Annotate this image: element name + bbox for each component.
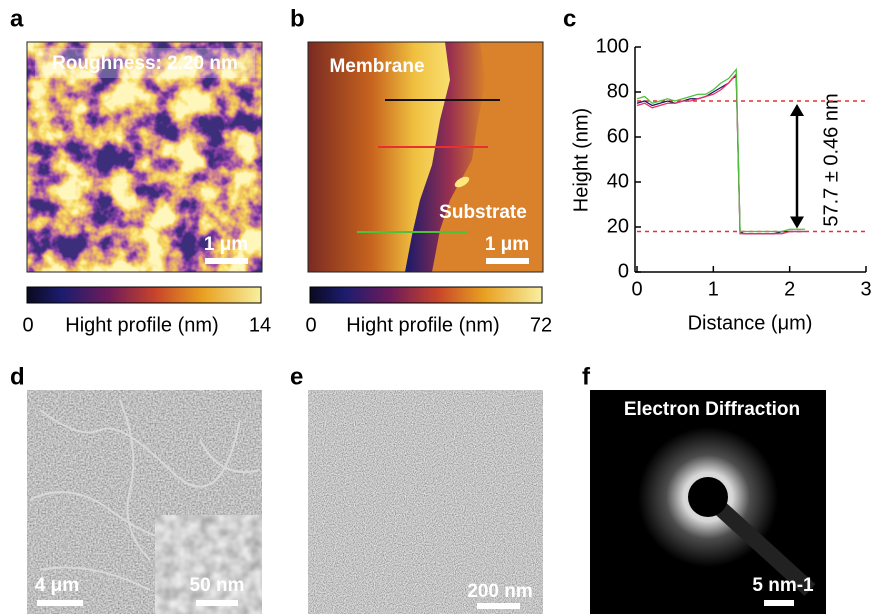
x-tick-label: 2 bbox=[784, 278, 795, 300]
scale-bar-label: 200 nm bbox=[467, 581, 532, 602]
annotation: 57.7 ± 0.46 nm bbox=[820, 93, 842, 226]
y-tick-label: 80 bbox=[607, 80, 629, 102]
arrow-head bbox=[790, 217, 804, 229]
data-line bbox=[637, 74, 805, 234]
colorbar-title: Hight profile (nm) bbox=[65, 314, 218, 336]
colorbar-min: 0 bbox=[22, 314, 33, 336]
y-tick-label: 100 bbox=[596, 35, 629, 57]
panel-label: e bbox=[290, 363, 303, 390]
scale-bar-label: 4 μm bbox=[35, 575, 79, 596]
colorbar bbox=[27, 287, 261, 303]
colorbar bbox=[310, 287, 542, 303]
figure: a Roughness: 2.20 nm 1 μm 0 Hight profil… bbox=[0, 0, 874, 614]
arrow-head bbox=[790, 104, 804, 116]
panel-label: f bbox=[582, 363, 591, 390]
scale-bar bbox=[37, 600, 83, 606]
y-tick-label: 60 bbox=[607, 125, 629, 147]
scale-bar bbox=[196, 600, 238, 606]
x-axis-label: Distance (μm) bbox=[688, 312, 813, 334]
scale-bar-label: 50 nm bbox=[190, 575, 245, 596]
x-tick-label: 0 bbox=[631, 278, 642, 300]
colorbar-max: 14 bbox=[249, 314, 271, 336]
line-chart: c Height (nm) Distance (μm) 57.7 ± 0.46 … bbox=[563, 5, 872, 334]
colorbar-max: 72 bbox=[530, 314, 552, 336]
roughness-annotation: Roughness: 2.20 nm bbox=[52, 53, 238, 74]
panel-label: a bbox=[10, 5, 24, 32]
data-line bbox=[637, 70, 805, 232]
scale-bar bbox=[764, 600, 794, 606]
scale-bar-label: 1 μm bbox=[485, 234, 529, 255]
scale-bar bbox=[477, 603, 520, 609]
x-tick-label: 1 bbox=[708, 278, 719, 300]
y-tick-label: 40 bbox=[607, 170, 629, 192]
scale-bar bbox=[205, 258, 248, 264]
scale-bar bbox=[486, 258, 529, 264]
colorbar-title: Hight profile (nm) bbox=[346, 314, 499, 336]
scale-bar-label: 1 μm bbox=[204, 234, 248, 255]
y-tick-label: 20 bbox=[607, 215, 629, 237]
colorbar-min: 0 bbox=[305, 314, 316, 336]
y-tick-label: 0 bbox=[618, 260, 629, 282]
x-tick-label: 3 bbox=[860, 278, 871, 300]
y-axis-label: Height (nm) bbox=[570, 108, 592, 212]
region-label: Membrane bbox=[329, 56, 424, 77]
region-label: Substrate bbox=[439, 202, 527, 223]
scale-bar-label: 5 nm-1 bbox=[752, 575, 814, 596]
inset-image bbox=[155, 515, 262, 614]
beam-stop-disc bbox=[688, 477, 728, 517]
panel-label: d bbox=[10, 363, 25, 390]
panel-label: c bbox=[563, 5, 576, 32]
panel-label: b bbox=[290, 5, 305, 32]
panel-title: Electron Diffraction bbox=[624, 399, 800, 420]
